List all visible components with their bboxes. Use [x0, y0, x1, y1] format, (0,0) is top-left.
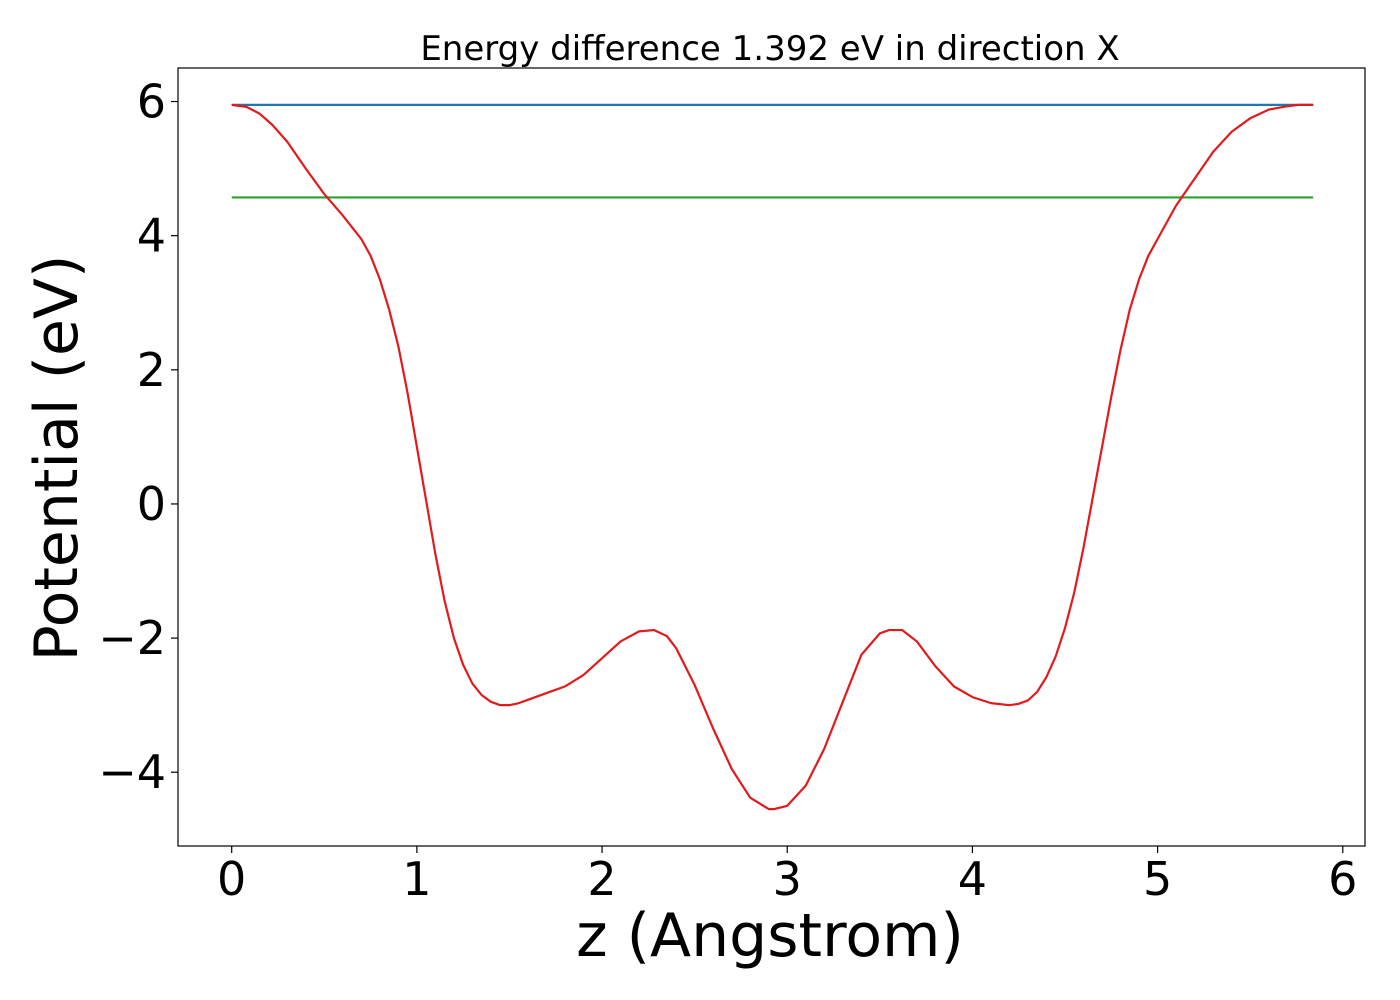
y-axis-label: Potential (eV) — [22, 255, 92, 662]
plot-frame — [177, 67, 1366, 847]
series-line-2 — [231, 103, 1314, 811]
x-axis-ticks: 0 1 2 3 4 5 6 — [217, 846, 1357, 906]
x-tick-label: 4 — [958, 852, 987, 906]
plot-lines — [231, 103, 1314, 811]
x-tick-label: 5 — [1143, 852, 1172, 906]
x-tick-label: 1 — [402, 852, 431, 906]
chart-title: Energy difference 1.392 eV in direction … — [420, 29, 1119, 69]
x-tick-label: 3 — [773, 852, 802, 906]
x-tick-label: 6 — [1328, 852, 1357, 906]
x-tick-label: 0 — [217, 852, 246, 906]
y-axis-ticks: −4 −2 0 2 4 6 — [98, 75, 178, 799]
y-tick-label: 6 — [137, 75, 166, 129]
y-tick-label: 2 — [137, 343, 166, 397]
y-tick-label: −4 — [98, 745, 166, 799]
y-tick-label: 4 — [137, 209, 166, 263]
y-tick-label: −2 — [98, 611, 166, 665]
x-axis-label: z (Angstrom) — [576, 901, 964, 971]
y-tick-label: 0 — [137, 477, 166, 531]
x-tick-label: 2 — [587, 852, 616, 906]
